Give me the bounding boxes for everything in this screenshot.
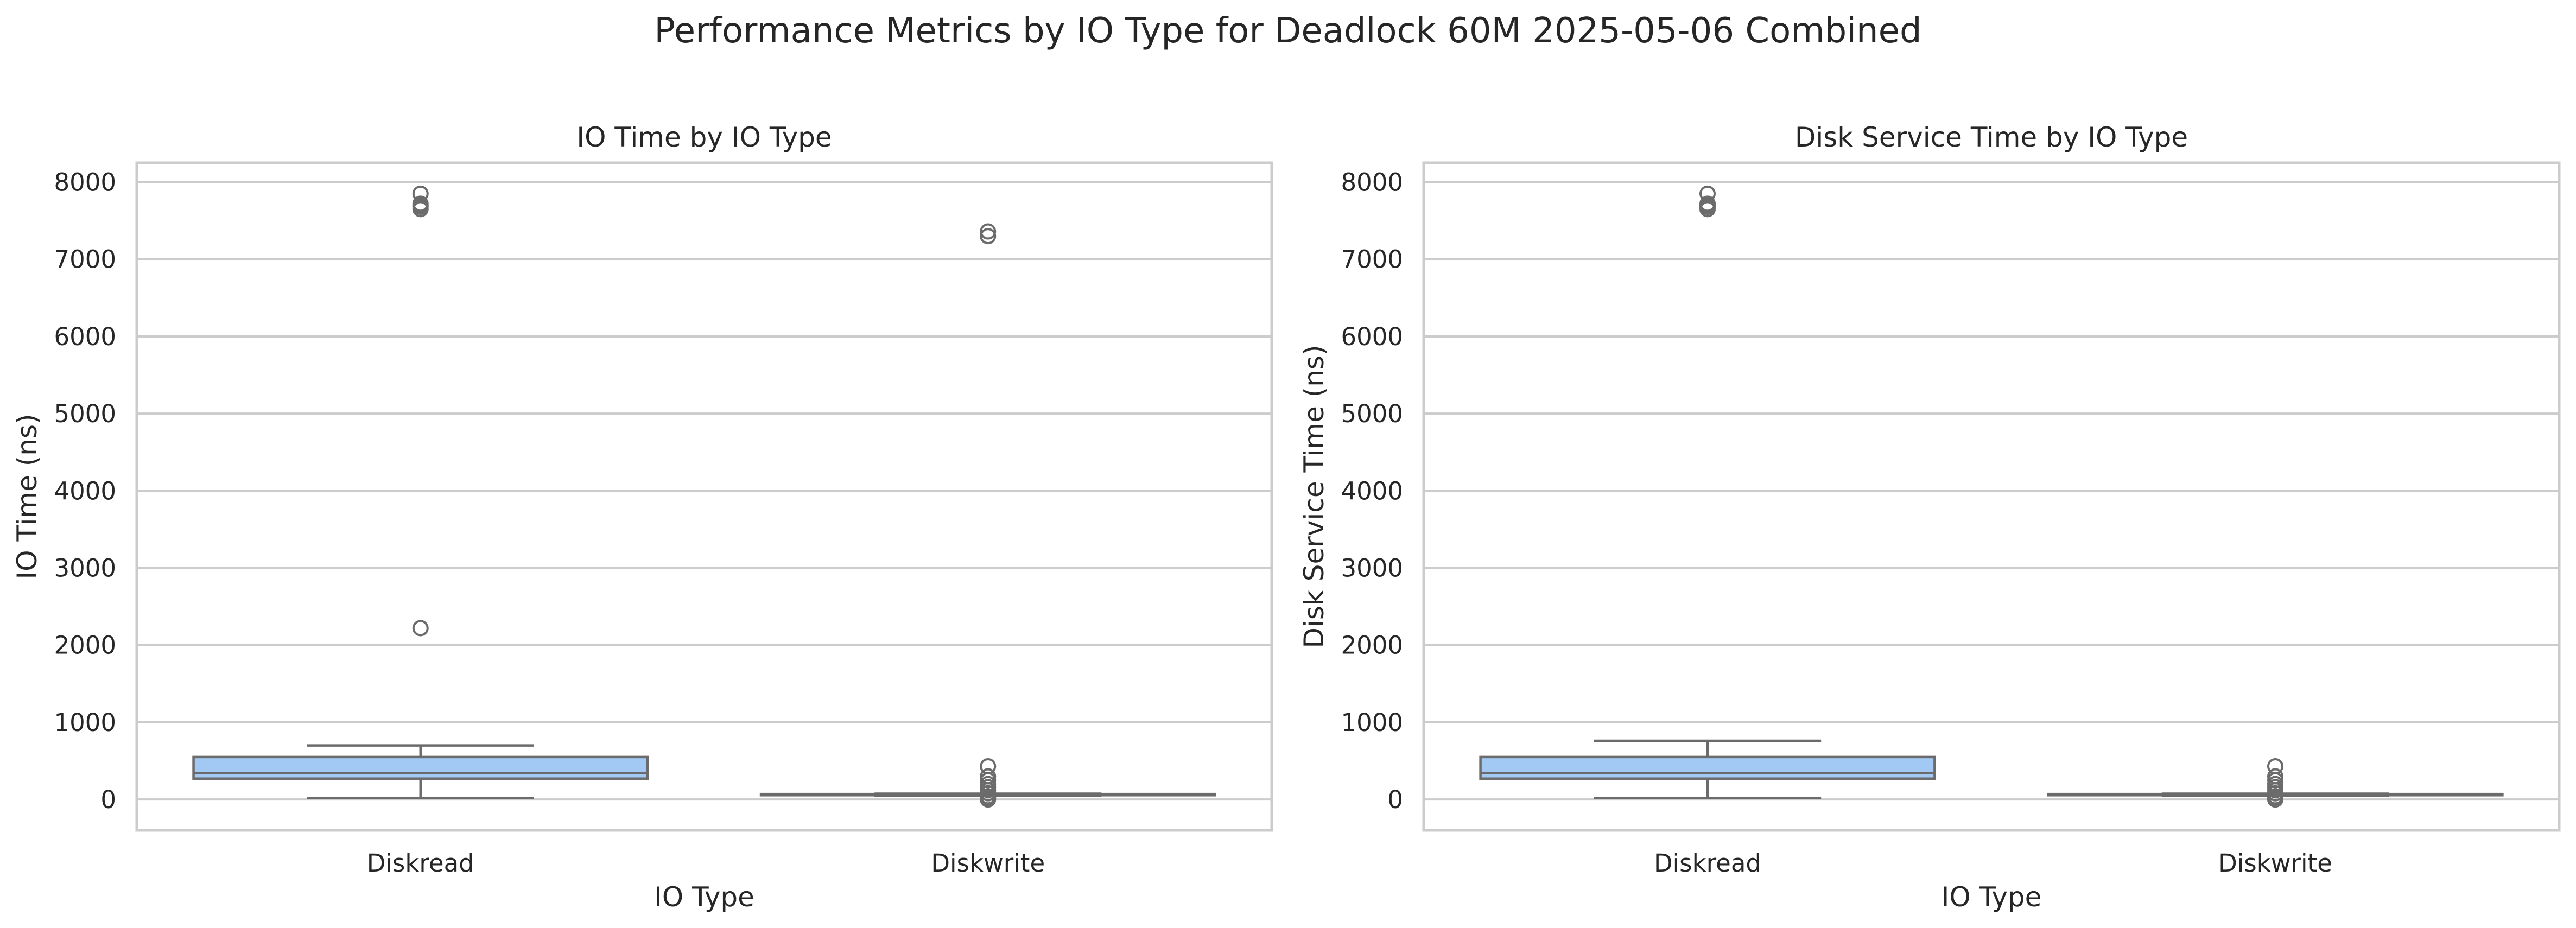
y-tick-label: 5000 [1341, 399, 1403, 428]
y-tick-label: 8000 [54, 168, 116, 197]
y-tick-label: 0 [1387, 785, 1403, 814]
outlier-point [1699, 195, 1716, 212]
y-tick-label: 3000 [54, 554, 116, 583]
outlier-point [980, 758, 997, 774]
outlier-point [412, 185, 429, 202]
y-tick-label: 8000 [1341, 168, 1403, 197]
y-tick-label: 6000 [1341, 322, 1403, 351]
y-tick-label: 4000 [54, 476, 116, 505]
io-time-boxplot: IO Time by IO Type IO Type IO Time (ns) … [11, 122, 1273, 913]
outlier-point [1699, 185, 1716, 202]
y-axis-label: Disk Service Time (ns) [1298, 345, 1330, 649]
y-tick-label: 5000 [54, 399, 116, 428]
y-tick-label: 2000 [54, 631, 116, 660]
box-diskread [192, 755, 649, 780]
subplot-title: IO Time by IO Type [576, 122, 832, 153]
outlier-point [980, 223, 997, 240]
y-tick-label: 7000 [54, 245, 116, 274]
subplot-title: Disk Service Time by IO Type [1795, 122, 2188, 153]
x-tick-label: Diskwrite [2218, 849, 2332, 878]
outlier-point [412, 620, 429, 637]
plot-frame [135, 161, 1273, 832]
y-tick-label: 6000 [54, 322, 116, 351]
y-tick-label: 3000 [1341, 554, 1403, 583]
figure-title: Performance Metrics by IO Type for Deadl… [654, 11, 1921, 51]
outlier-point [980, 768, 997, 785]
y-tick-label: 7000 [1341, 245, 1403, 274]
box-diskread [1479, 755, 1936, 780]
y-tick-label: 2000 [1341, 631, 1403, 660]
x-tick-label: Diskread [367, 849, 474, 878]
x-tick-label: Diskwrite [931, 849, 1045, 878]
y-axis-label: IO Time (ns) [11, 414, 43, 579]
x-axis-label: IO Type [654, 881, 754, 913]
y-tick-label: 0 [100, 785, 116, 814]
disk-service-time-boxplot: Disk Service Time by IO Type IO Type Dis… [1298, 122, 2561, 913]
y-tick-label: 4000 [1341, 476, 1403, 505]
y-tick-label: 1000 [54, 708, 116, 737]
x-axis-label: IO Type [1941, 881, 2042, 913]
outlier-point [980, 228, 997, 245]
plot-frame [1422, 161, 2561, 832]
outlier-point [2267, 768, 2283, 785]
x-tick-label: Diskread [1654, 849, 1761, 878]
outlier-point [2267, 758, 2283, 774]
outlier-point [412, 195, 429, 212]
y-tick-label: 1000 [1341, 708, 1403, 737]
